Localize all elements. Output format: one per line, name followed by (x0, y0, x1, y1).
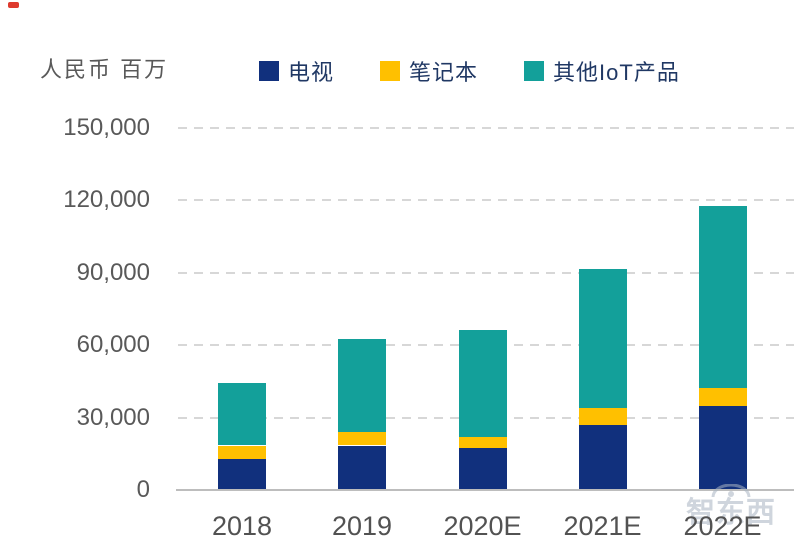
y-axis-tick-label: 60,000 (76, 331, 150, 358)
x-axis-category-label: 2019 (331, 511, 393, 541)
gridline (178, 199, 794, 201)
bar-segment-2022E-series1 (698, 387, 747, 406)
y-axis-tick-label: 0 (136, 476, 150, 503)
bar-segment-2020E-series2 (458, 329, 507, 438)
legend-item-0: 电视 (259, 55, 334, 87)
bar-segment-2021E-series1 (578, 408, 627, 425)
y-axis-tick-label: 120,000 (63, 186, 150, 213)
red-dot-marker (8, 2, 19, 8)
bar-segment-2019-series1 (338, 431, 386, 446)
bar-segment-2022E-series0 (698, 405, 747, 489)
legend-swatch-icon (259, 61, 279, 81)
bar-segment-2019-series0 (338, 445, 386, 489)
axis-unit-label: 人民币 百万 (40, 57, 169, 82)
y-axis-tick-label: 30,000 (76, 403, 150, 431)
bar-segment-2021E-series0 (578, 424, 627, 489)
bar-segment-2020E-series0 (458, 447, 507, 489)
bar-segment-2019-series2 (338, 339, 386, 432)
legend: 电视 笔记本 其他IoT产品 (259, 55, 680, 87)
x-axis-category-label: 2020E (443, 511, 522, 541)
gridline (178, 126, 794, 129)
bar-segment-2022E-series2 (698, 206, 747, 388)
y-axis-tick-label: 90,000 (76, 258, 150, 286)
legend-label: 笔记本 (409, 60, 479, 85)
bar-segment-2021E-series2 (578, 269, 627, 409)
legend-swatch-icon (524, 61, 545, 81)
x-axis-category-label: 2021E (563, 511, 642, 541)
legend-item-2: 其他IoT产品 (524, 55, 680, 87)
x-axis-line (176, 489, 794, 491)
legend-label: 其他IoT产品 (553, 60, 680, 85)
legend-label: 电视 (288, 60, 335, 85)
bar-segment-2018-series2 (218, 383, 266, 446)
bar-segment-2020E-series1 (458, 437, 507, 448)
bar-segment-2018-series0 (218, 458, 266, 489)
legend-item-1: 笔记本 (380, 55, 478, 87)
x-axis-category-label: 2018 (211, 511, 273, 541)
y-axis-tick-label: 150,000 (63, 113, 150, 141)
x-axis-category-label: 2022E (683, 511, 762, 541)
gridline (178, 271, 794, 274)
bar-segment-2018-series1 (218, 445, 266, 459)
legend-swatch-icon (380, 61, 401, 81)
